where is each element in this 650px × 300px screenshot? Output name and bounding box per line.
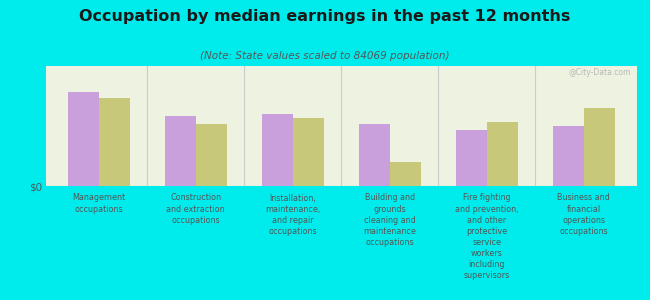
Text: Occupation by median earnings in the past 12 months: Occupation by median earnings in the pas…: [79, 9, 571, 24]
Bar: [292, 118, 324, 186]
Bar: [487, 122, 518, 186]
Bar: [99, 98, 130, 186]
Bar: [552, 126, 584, 186]
Bar: [359, 124, 390, 186]
Bar: [390, 162, 421, 186]
Bar: [68, 92, 99, 186]
Text: Building and
grounds
cleaning and
maintenance
occupations: Building and grounds cleaning and mainte…: [363, 194, 416, 247]
Bar: [196, 124, 227, 186]
Bar: [584, 108, 615, 186]
Text: Construction
and extraction
occupations: Construction and extraction occupations: [166, 194, 225, 225]
Text: Management
occupations: Management occupations: [72, 194, 125, 214]
Text: Installation,
maintenance,
and repair
occupations: Installation, maintenance, and repair oc…: [265, 194, 320, 236]
Text: (Note: State values scaled to 84069 population): (Note: State values scaled to 84069 popu…: [200, 51, 450, 61]
Bar: [164, 116, 196, 186]
Bar: [262, 114, 292, 186]
Bar: [456, 130, 487, 186]
Text: @City-Data.com: @City-Data.com: [569, 68, 631, 77]
Text: Fire fighting
and prevention,
and other
protective
service
workers
including
sup: Fire fighting and prevention, and other …: [455, 194, 519, 280]
Text: Business and
financial
operations
occupations: Business and financial operations occupa…: [557, 194, 610, 236]
